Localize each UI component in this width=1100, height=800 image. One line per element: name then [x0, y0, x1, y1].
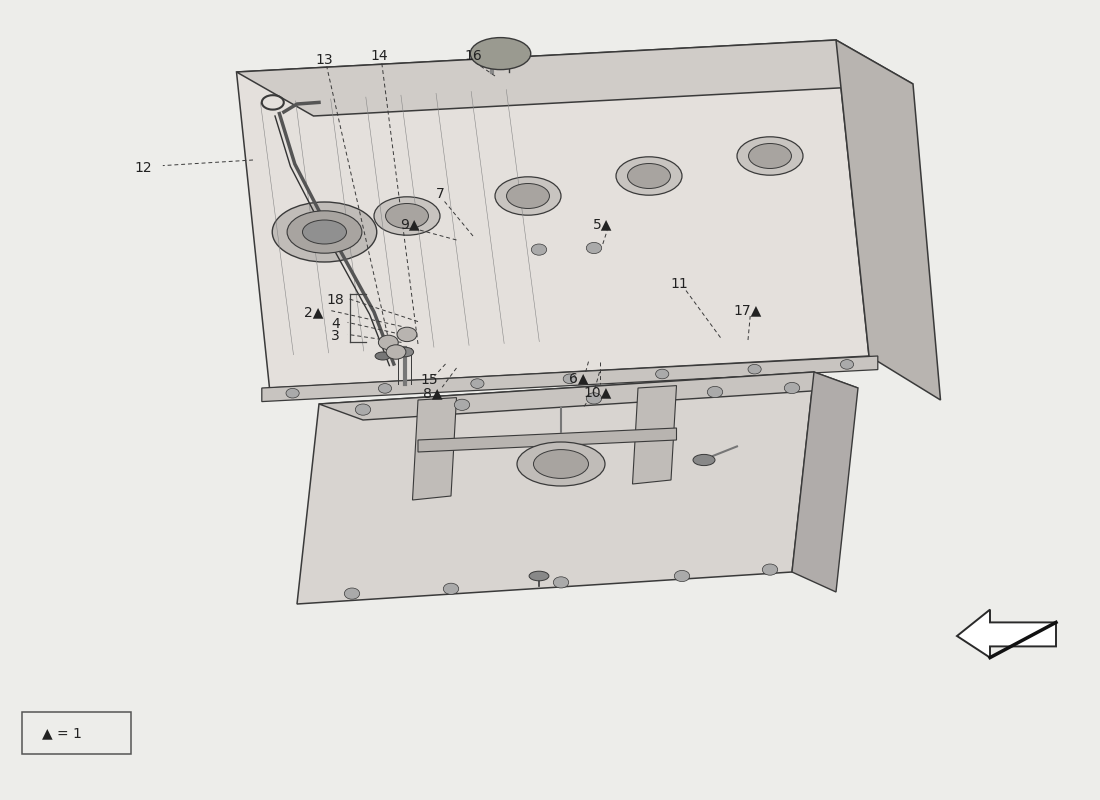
Text: 6▲: 6▲ — [569, 371, 589, 386]
Circle shape — [386, 345, 406, 359]
Text: 11: 11 — [671, 277, 689, 291]
Circle shape — [378, 335, 398, 350]
Polygon shape — [836, 40, 940, 400]
FancyBboxPatch shape — [22, 712, 131, 754]
Circle shape — [674, 570, 690, 582]
Circle shape — [454, 399, 470, 410]
Ellipse shape — [534, 450, 588, 478]
Circle shape — [355, 404, 371, 415]
Text: 3: 3 — [331, 329, 340, 343]
Ellipse shape — [748, 143, 792, 169]
Ellipse shape — [374, 197, 440, 235]
Polygon shape — [262, 356, 878, 402]
Text: 2▲: 2▲ — [304, 305, 323, 319]
Ellipse shape — [737, 137, 803, 175]
Polygon shape — [792, 372, 858, 592]
Polygon shape — [297, 372, 814, 604]
Circle shape — [344, 588, 360, 599]
Circle shape — [840, 359, 854, 370]
Ellipse shape — [287, 210, 362, 253]
Circle shape — [762, 564, 778, 575]
Circle shape — [286, 389, 299, 398]
Circle shape — [471, 379, 484, 389]
Ellipse shape — [616, 157, 682, 195]
Circle shape — [656, 370, 669, 379]
Polygon shape — [236, 40, 869, 388]
Ellipse shape — [693, 454, 715, 466]
Circle shape — [586, 393, 602, 404]
Ellipse shape — [385, 203, 429, 229]
Text: 16: 16 — [464, 49, 482, 63]
Ellipse shape — [273, 202, 376, 262]
Polygon shape — [412, 398, 456, 500]
Ellipse shape — [495, 177, 561, 215]
Text: 14: 14 — [371, 49, 388, 63]
Text: 4: 4 — [331, 317, 340, 331]
Text: 8▲: 8▲ — [422, 386, 442, 401]
Ellipse shape — [529, 571, 549, 581]
Circle shape — [397, 327, 417, 342]
Text: 12: 12 — [134, 161, 152, 175]
Circle shape — [563, 374, 576, 384]
Circle shape — [707, 386, 723, 398]
Ellipse shape — [506, 183, 550, 209]
Ellipse shape — [396, 347, 414, 357]
Text: 15: 15 — [420, 373, 438, 387]
Polygon shape — [957, 610, 1056, 658]
Polygon shape — [418, 428, 676, 452]
Circle shape — [531, 244, 547, 255]
Polygon shape — [319, 372, 858, 420]
Circle shape — [443, 583, 459, 594]
Circle shape — [586, 242, 602, 254]
Polygon shape — [632, 386, 676, 484]
Ellipse shape — [471, 38, 530, 70]
Text: 5▲: 5▲ — [593, 217, 613, 231]
Circle shape — [784, 382, 800, 394]
Polygon shape — [236, 40, 913, 116]
Circle shape — [553, 577, 569, 588]
Ellipse shape — [375, 352, 390, 360]
Circle shape — [378, 383, 392, 394]
Ellipse shape — [517, 442, 605, 486]
Text: 10▲: 10▲ — [583, 385, 612, 399]
Text: 17▲: 17▲ — [734, 303, 762, 318]
Text: 13: 13 — [316, 53, 333, 67]
Text: 18: 18 — [327, 293, 344, 307]
Text: 9▲: 9▲ — [400, 217, 420, 231]
Text: ▲ = 1: ▲ = 1 — [42, 726, 81, 740]
Ellipse shape — [302, 220, 346, 244]
Circle shape — [748, 365, 761, 374]
Ellipse shape — [627, 163, 671, 189]
Text: 7: 7 — [436, 186, 444, 201]
